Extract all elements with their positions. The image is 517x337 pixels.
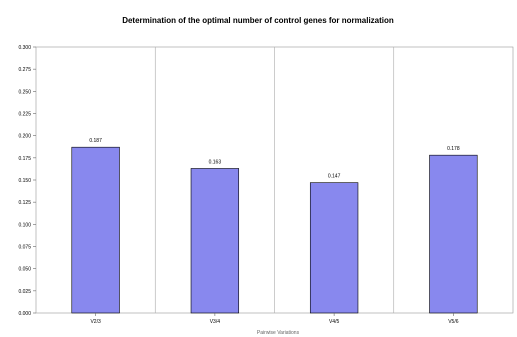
y-tick-label: 0.175 [18,156,31,162]
chart-title: Determination of the optimal number of c… [122,16,394,25]
y-tick-label: 0.075 [18,245,31,251]
x-axis-title: Pairwise Variations [257,330,300,336]
bar [309,182,359,314]
y-tick-label: 0.275 [18,67,31,73]
y-tick-label: 0.100 [18,222,31,228]
x-tick-label: V3/4 [210,319,221,325]
data-label: 0.147 [328,174,341,180]
y-tick-label: 0.025 [18,289,31,295]
bar [71,146,120,314]
y-tick-label: 0.250 [18,89,31,95]
data-label: 0.178 [447,146,460,152]
y-tick-label: 0.050 [18,267,31,273]
y-tick-label: 0.125 [18,200,31,206]
y-tick-label: 0.225 [18,112,31,118]
y-tick-label: 0.300 [18,45,31,51]
bar [190,168,240,314]
y-tick-label: 0.000 [18,311,31,317]
bar [429,154,478,314]
y-tick-label: 0.200 [18,134,31,140]
data-label: 0.187 [89,138,102,144]
y-tick-label: 0.150 [18,178,31,184]
data-label: 0.163 [209,159,222,165]
x-tick-label: V4/5 [329,319,340,325]
x-tick-label: V2/3 [90,319,101,325]
x-tick-label: V5/6 [448,319,459,325]
